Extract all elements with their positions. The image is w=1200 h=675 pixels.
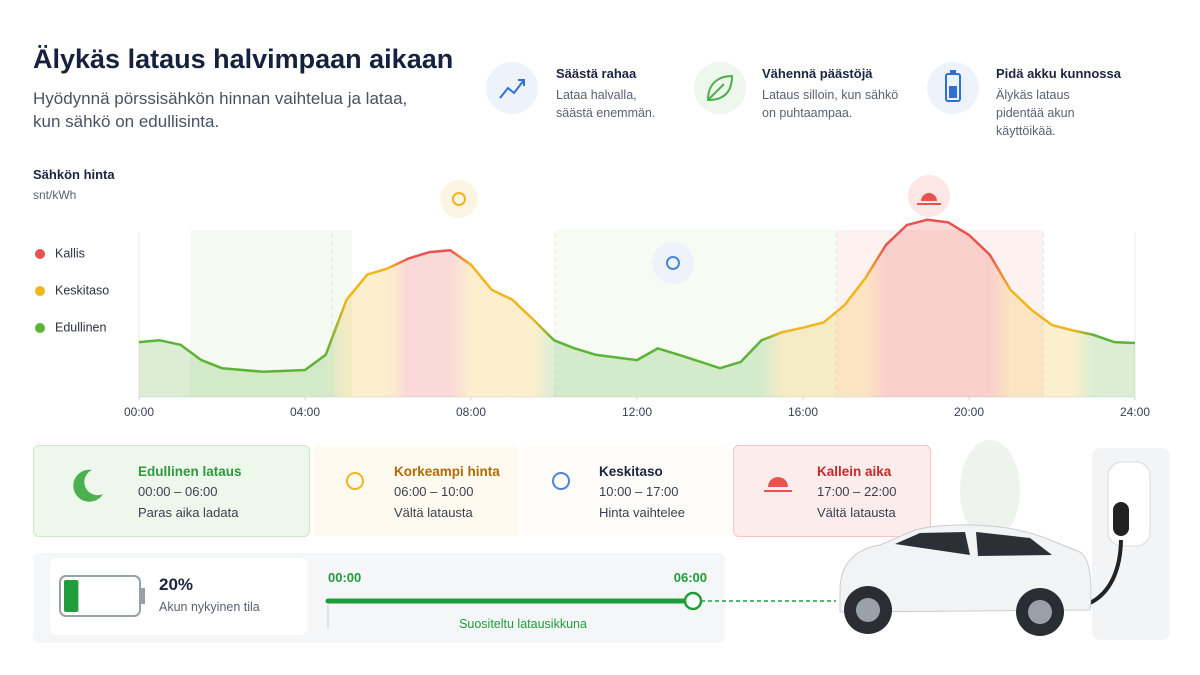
battery-caption: Akun nykyinen tila	[159, 600, 260, 614]
legend-swatch	[35, 286, 45, 296]
feature-text: Lataus silloin, kun sähkö on puhtaampaa.	[762, 88, 899, 120]
chart-title: Sähkön hinta	[33, 167, 115, 182]
feature-title: Säästä rahaa	[556, 66, 637, 81]
period-time: 00:00 – 06:00	[138, 484, 218, 499]
period-time: 06:00 – 10:00	[394, 484, 474, 499]
sun-icons	[440, 175, 950, 284]
window-label: Suositeltu latausikkuna	[459, 617, 587, 631]
legend-label: Kallis	[55, 246, 85, 260]
period-note: Paras aika ladata	[138, 505, 239, 520]
legend-label: Edullinen	[55, 320, 106, 334]
period-title: Kallein aika	[817, 464, 892, 479]
feature-title: Pidä akku kunnossa	[996, 66, 1121, 81]
period-time: 10:00 – 17:00	[599, 484, 679, 499]
battery-fill	[64, 580, 79, 612]
price-line	[138, 218, 1136, 374]
period-title: Edullinen lataus	[138, 464, 242, 479]
x-tick-label: 24:00	[1120, 405, 1150, 419]
subtitle: Hyödynnä pörssisähkön hinnan vaihtelua j…	[33, 89, 408, 131]
x-tick-label: 00:00	[124, 405, 154, 419]
feature-text: Älykäs lataus pidentää akun käyttöikää.	[996, 88, 1075, 138]
price-area	[139, 219, 1135, 397]
window-start: 00:00	[328, 570, 362, 585]
period-note: Vältä latausta	[394, 505, 473, 520]
period-note: Hinta vaihtelee	[599, 505, 685, 520]
x-tick-label: 16:00	[788, 405, 818, 419]
y-label: snt/kWh	[33, 188, 77, 202]
window-end: 06:00	[673, 570, 707, 585]
feature-title: Vähennä päästöjä	[762, 66, 873, 81]
car-illustration	[839, 440, 1170, 640]
period-title: Keskitaso	[599, 464, 663, 479]
period-icons	[73, 469, 792, 502]
period-note: Vältä latausta	[817, 505, 896, 520]
battery-label: 20%	[159, 575, 194, 594]
feature-icons	[486, 62, 979, 114]
x-tick-label: 04:00	[290, 405, 320, 419]
window-handle	[683, 591, 703, 611]
legend-label: Keskitaso	[55, 283, 109, 297]
battery-panel	[33, 553, 836, 643]
period-time: 17:00 – 22:00	[817, 484, 897, 499]
x-tick-label: 20:00	[954, 405, 984, 419]
x-tick-label: 12:00	[622, 405, 652, 419]
legend-swatch	[35, 323, 45, 333]
period-title: Korkeampi hinta	[394, 464, 500, 479]
title: Älykäs lataus halvimpaan aikaan	[33, 44, 454, 74]
x-tick-label: 08:00	[456, 405, 486, 419]
legend-swatch	[35, 249, 45, 259]
feature-text: Lataa halvalla, säästä enemmän.	[556, 88, 656, 120]
